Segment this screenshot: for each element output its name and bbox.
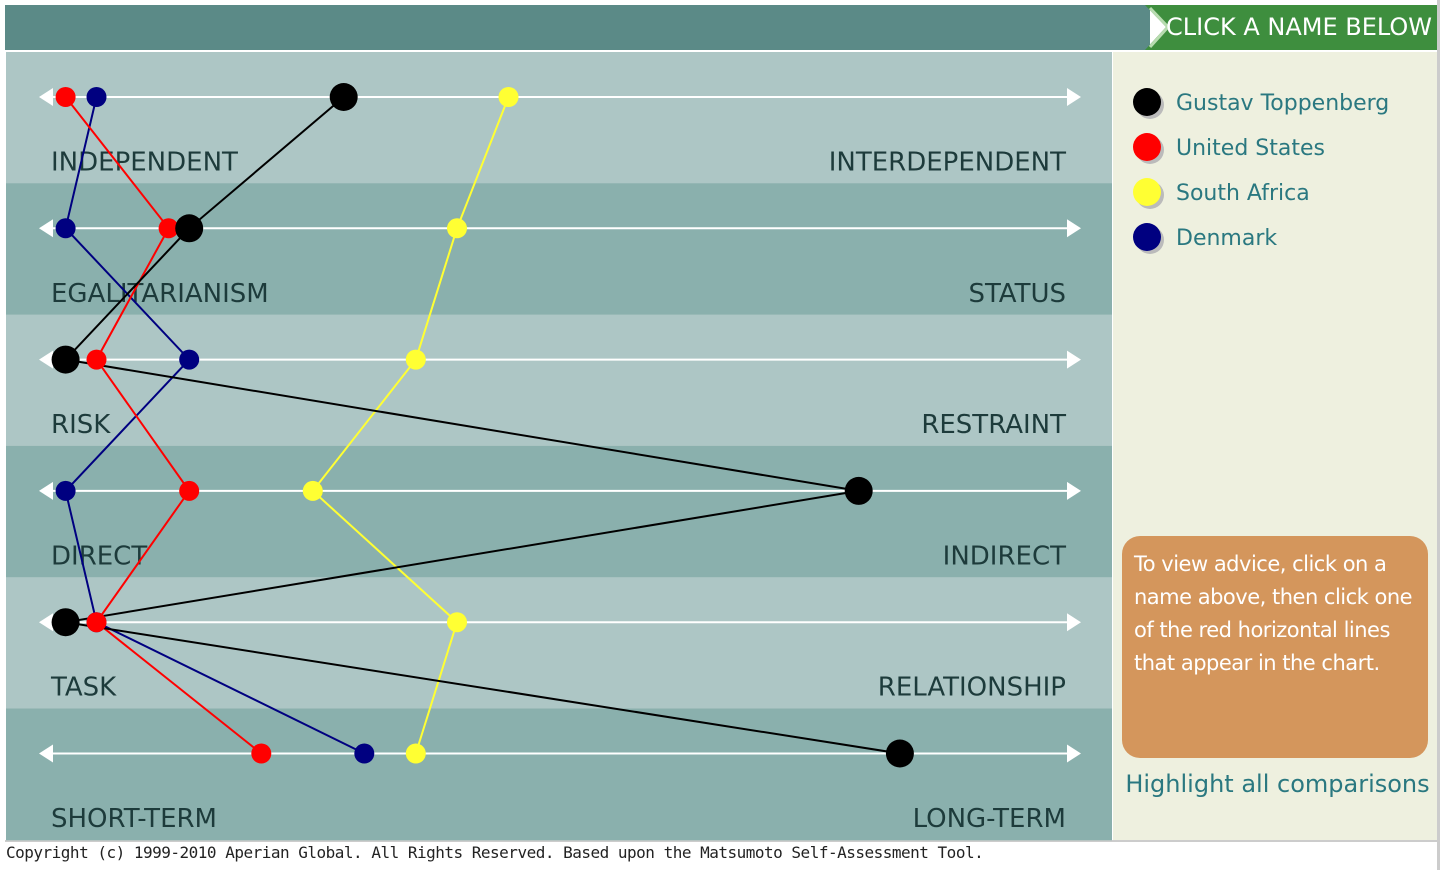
data-point [498,87,519,107]
advice-box: To view advice, click on a name above, t… [1122,536,1428,758]
data-point [179,480,200,501]
series-line [63,96,901,755]
data-point [447,612,467,633]
arrow-left [39,350,53,369]
banner-chevron [1148,6,1171,49]
arrow-right [1067,219,1081,238]
data-point [405,349,426,370]
header-bar [5,5,1150,50]
right-label: INTERDEPENDENT [829,148,1066,178]
data-point [251,743,272,764]
arrow-left [39,613,53,632]
series-line [64,96,365,755]
data-point [86,87,107,107]
left-label: TASK [50,673,117,703]
legend-dot[interactable] [1133,133,1161,161]
data-point [354,743,375,764]
arrow-left [39,481,53,500]
data-point [175,214,204,243]
right-label: RELATIONSHIP [878,673,1066,703]
left-label: RISK [51,410,111,440]
left-label: EGALITARIANISM [51,279,269,309]
right-label: RESTRAINT [921,410,1066,440]
row-band [6,577,1112,709]
legend-name[interactable]: Gustav Toppenberg [1176,91,1389,116]
footer: Copyright (c) 1999-2010 Aperian Global. … [6,843,984,862]
data-point [844,476,873,505]
data-point [158,218,179,239]
arrow-right [1067,350,1081,369]
data-point [405,743,426,764]
banner [1145,5,1437,50]
data-point [55,87,76,107]
data-point [55,218,76,239]
series-line [64,96,262,755]
border [5,840,1440,842]
data-point [86,349,107,370]
legend-name[interactable]: Denmark [1176,226,1277,251]
legend-name[interactable]: South Africa [1176,181,1310,206]
row-band [6,708,1112,841]
data-point [885,739,914,768]
arrow-right [1067,613,1081,632]
data-point [86,612,107,633]
legend-name[interactable]: United States [1176,136,1325,161]
highlight-link[interactable]: Highlight all comparisons [1125,770,1430,798]
row-band [6,445,1112,578]
data-point [51,608,80,637]
right-label: STATUS [968,279,1066,309]
arrow-left [39,88,53,106]
arrow-right [1067,88,1081,106]
legend-dot[interactable] [1133,178,1161,206]
left-label: INDEPENDENT [51,148,238,178]
row-band [6,183,1112,316]
legend-dot[interactable] [1133,223,1161,251]
arrow-right [1067,744,1081,763]
legend-dot[interactable] [1133,88,1161,116]
arrow-left [39,219,53,238]
data-point [55,480,76,501]
right-label: LONG-TERM [913,804,1066,834]
left-label: DIRECT [51,541,147,571]
arrow-right [1067,481,1081,500]
data-point [51,345,80,374]
arrow-left [39,744,53,763]
banner-text: CLICK A NAME BELOW [1166,13,1432,41]
row-band [6,52,1112,184]
data-point [447,218,467,239]
series-line [311,96,510,754]
right-label: INDIRECT [943,541,1066,571]
data-point [302,480,323,501]
data-point [329,83,358,111]
data-point [179,349,200,370]
border [1437,0,1440,870]
left-label: SHORT-TERM [51,804,217,834]
